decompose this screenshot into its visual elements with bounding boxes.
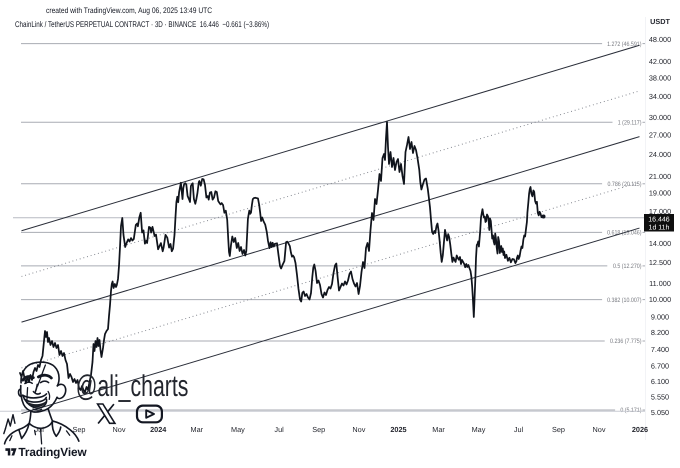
svg-text:0.382 (10.007): 0.382 (10.007) — [607, 297, 641, 304]
svg-text:Nov: Nov — [113, 425, 126, 434]
svg-text:ChainLink / TetherUS PERPETUAL: ChainLink / TetherUS PERPETUAL CONTRACT … — [15, 19, 269, 29]
svg-text:1.272 (46.591): 1.272 (46.591) — [607, 41, 641, 48]
svg-text:10.000: 10.000 — [649, 295, 671, 304]
svg-text:7.400: 7.400 — [651, 345, 669, 354]
svg-text:30.000: 30.000 — [649, 113, 671, 122]
svg-text:1d 11h: 1d 11h — [649, 223, 670, 231]
svg-text:38.000: 38.000 — [649, 74, 671, 83]
svg-text:0.786 (20.115): 0.786 (20.115) — [607, 181, 641, 188]
svg-text:11.000: 11.000 — [649, 279, 671, 288]
svg-text:34.000: 34.000 — [649, 92, 671, 101]
svg-text:27.000: 27.000 — [649, 130, 671, 139]
svg-text:48.000: 48.000 — [649, 35, 671, 44]
svg-text:2024: 2024 — [150, 425, 167, 434]
svg-text:created with TradingView.com,: created with TradingView.com, Aug 06, 20… — [46, 6, 212, 15]
svg-text:0 (5.171): 0 (5.171) — [620, 407, 641, 414]
svg-text:Mar: Mar — [432, 425, 445, 434]
svg-text:0.236 (7.775): 0.236 (7.775) — [610, 338, 641, 345]
svg-text:Sep: Sep — [73, 425, 86, 434]
svg-text:May: May — [231, 425, 245, 434]
svg-text:May: May — [472, 425, 486, 434]
svg-text:12.500: 12.500 — [649, 258, 671, 267]
svg-text:1 (29.117): 1 (29.117) — [618, 120, 642, 127]
svg-text:5.050: 5.050 — [651, 408, 669, 417]
svg-text:2025: 2025 — [390, 425, 406, 434]
svg-text:Nov: Nov — [352, 425, 365, 434]
svg-text:14.000: 14.000 — [649, 239, 671, 248]
svg-text:19.000: 19.000 — [649, 189, 671, 198]
svg-text:@ali_charts: @ali_charts — [76, 370, 189, 403]
svg-text:USDT: USDT — [650, 17, 670, 26]
svg-text:Jul: Jul — [274, 425, 284, 434]
svg-text:2026: 2026 — [632, 425, 648, 434]
svg-text:TradingView: TradingView — [18, 445, 87, 459]
svg-text:24.000: 24.000 — [649, 150, 671, 159]
svg-text:16.446: 16.446 — [648, 216, 670, 223]
svg-text:5.550: 5.550 — [651, 393, 669, 402]
svg-text:8.200: 8.200 — [651, 328, 669, 337]
svg-text:Sep: Sep — [552, 425, 565, 434]
svg-text:42.000: 42.000 — [649, 57, 671, 66]
svg-text:9.000: 9.000 — [651, 312, 669, 321]
svg-text:Jul: Jul — [514, 425, 524, 434]
svg-text:Nov: Nov — [593, 425, 606, 434]
svg-text:Sep: Sep — [312, 425, 325, 434]
svg-text:6.700: 6.700 — [651, 362, 669, 371]
svg-text:Jul: Jul — [35, 425, 45, 434]
svg-text:0.5 (12.270): 0.5 (12.270) — [613, 263, 642, 270]
svg-text:6.100: 6.100 — [651, 377, 669, 386]
svg-text:17.000: 17.000 — [649, 207, 671, 216]
svg-text:21.000: 21.000 — [649, 172, 671, 181]
svg-text:Mar: Mar — [191, 425, 204, 434]
